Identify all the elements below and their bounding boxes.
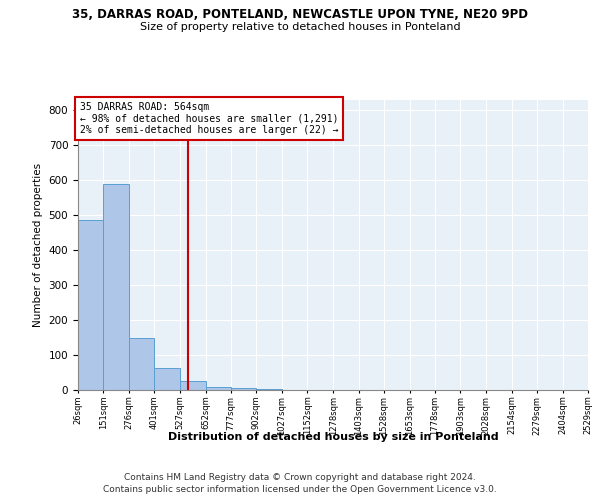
Y-axis label: Number of detached properties: Number of detached properties — [33, 163, 43, 327]
Bar — [180, 380, 206, 390]
Bar — [206, 386, 231, 390]
Text: Contains public sector information licensed under the Open Government Licence v3: Contains public sector information licen… — [103, 485, 497, 494]
Text: Distribution of detached houses by size in Ponteland: Distribution of detached houses by size … — [167, 432, 499, 442]
Bar — [103, 184, 129, 390]
Text: 35, DARRAS ROAD, PONTELAND, NEWCASTLE UPON TYNE, NE20 9PD: 35, DARRAS ROAD, PONTELAND, NEWCASTLE UP… — [72, 8, 528, 20]
Text: Size of property relative to detached houses in Ponteland: Size of property relative to detached ho… — [140, 22, 460, 32]
Bar — [154, 368, 180, 390]
Bar — [231, 388, 256, 390]
Bar — [78, 220, 103, 390]
Text: Contains HM Land Registry data © Crown copyright and database right 2024.: Contains HM Land Registry data © Crown c… — [124, 472, 476, 482]
Bar — [129, 338, 154, 390]
Text: 35 DARRAS ROAD: 564sqm
← 98% of detached houses are smaller (1,291)
2% of semi-d: 35 DARRAS ROAD: 564sqm ← 98% of detached… — [80, 102, 338, 135]
